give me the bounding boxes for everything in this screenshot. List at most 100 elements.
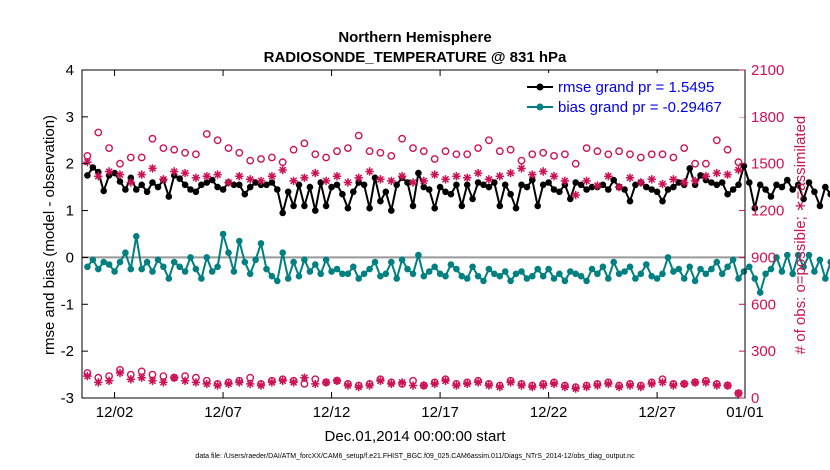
obs-assimilated-marker	[734, 389, 743, 398]
obs-assimilated-marker	[571, 384, 580, 393]
obs-possible-marker	[615, 147, 623, 156]
rmse-point	[545, 179, 552, 186]
obs-assimilated-marker	[582, 382, 591, 392]
bias-point	[469, 263, 476, 271]
obs-assimilated-marker	[560, 176, 570, 186]
rmse-point	[659, 197, 666, 205]
rmse-point	[800, 195, 807, 203]
obs-assimilated-marker	[94, 378, 103, 387]
rmse-point	[512, 204, 520, 212]
obs-assimilated-marker	[680, 379, 689, 389]
rmse-point	[756, 181, 764, 189]
bias-point	[312, 261, 319, 268]
bias-point	[257, 240, 265, 247]
obs-possible-marker	[484, 136, 493, 145]
bias-point	[360, 270, 368, 278]
bias-point	[659, 270, 666, 278]
bias-point	[246, 270, 254, 278]
obs-assimilated-marker	[213, 381, 222, 390]
obs-possible-marker	[257, 155, 265, 163]
obs-assimilated-marker	[484, 175, 494, 184]
obs-assimilated-marker	[126, 178, 135, 187]
obs-possible-marker	[506, 145, 515, 154]
bias-point	[811, 268, 818, 275]
bias-point	[84, 263, 91, 271]
bias-point	[333, 265, 341, 273]
rmse-point	[219, 186, 227, 193]
bias-point	[198, 275, 205, 282]
obs-assimilated-marker	[83, 158, 92, 167]
obs-assimilated-marker	[159, 175, 168, 184]
obs-possible-marker	[137, 153, 146, 162]
bias-point	[138, 265, 145, 273]
obs-possible-marker	[474, 144, 482, 153]
obs-possible-marker	[398, 134, 406, 143]
rmse-point	[670, 183, 677, 191]
rmse-point	[626, 197, 634, 205]
bias-point	[170, 258, 178, 266]
obs-assimilated-marker	[311, 168, 320, 178]
bias-point	[577, 272, 585, 280]
y2-tick-label: 1500	[751, 156, 784, 173]
rmse-point	[404, 179, 411, 186]
rmse-point	[507, 190, 514, 198]
rmse-point	[789, 186, 796, 193]
obs-possible-marker	[300, 139, 309, 148]
bias-point	[556, 270, 563, 278]
bias-point	[648, 272, 655, 280]
obs-assimilated-marker	[343, 381, 353, 390]
obs-assimilated-marker	[354, 382, 363, 392]
bias-point	[605, 275, 612, 282]
rmse-point	[794, 181, 802, 189]
obs-assimilated-marker	[604, 172, 613, 181]
rmse-point	[811, 188, 818, 196]
bias-point	[740, 268, 748, 275]
obs-assimilated-marker	[246, 379, 255, 389]
bias-point	[306, 268, 314, 275]
rmse-point	[116, 178, 124, 185]
bias-point	[567, 268, 574, 275]
obs-assimilated-marker	[419, 176, 428, 186]
chart-title: Northern Hemisphere	[338, 29, 491, 46]
rmse-point	[556, 188, 563, 196]
obs-possible-marker	[647, 150, 656, 159]
bias-point	[827, 258, 830, 266]
bias-point	[328, 268, 335, 275]
obs-possible-marker	[495, 147, 504, 156]
rmse-point	[550, 186, 558, 193]
bias-point	[154, 256, 162, 264]
obs-assimilated-marker	[148, 376, 157, 385]
bias-point	[594, 270, 601, 278]
obs-assimilated-marker	[647, 379, 656, 389]
bias-point	[95, 265, 102, 273]
rmse-point	[653, 188, 661, 196]
obs-assimilated-marker	[387, 176, 396, 186]
obs-possible-marker	[94, 128, 103, 137]
obs-assimilated-marker	[170, 373, 179, 382]
obs-possible-marker	[452, 150, 461, 159]
rmse-point	[165, 193, 173, 200]
obs-assimilated-marker	[343, 178, 353, 187]
rmse-point	[181, 181, 189, 189]
bias-point	[105, 261, 113, 268]
obs-possible-marker	[539, 148, 548, 157]
bias-point	[822, 275, 829, 282]
rmse-point	[724, 190, 731, 198]
bias-point	[789, 270, 796, 278]
obs-possible-marker	[593, 147, 602, 156]
rmse-point	[675, 179, 683, 186]
bias-point	[729, 256, 737, 264]
obs-assimilated-marker	[267, 172, 277, 181]
bias-point	[507, 277, 514, 285]
x-tick-label: 12/12	[313, 404, 351, 421]
bias-point	[431, 263, 439, 271]
legend-rmse-marker	[536, 83, 544, 91]
x-tick-label: 12/17	[421, 404, 459, 421]
obs-assimilated-marker	[246, 175, 255, 184]
rmse-point	[328, 183, 335, 191]
obs-possible-marker	[159, 144, 168, 153]
bias-point	[702, 270, 710, 278]
obs-possible-marker	[322, 153, 330, 162]
rmse-point	[339, 190, 346, 198]
rmse-point	[122, 186, 129, 193]
